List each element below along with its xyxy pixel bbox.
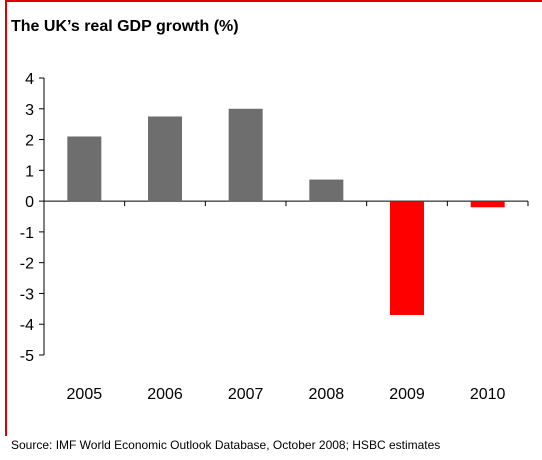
bar-2008 [309,179,344,202]
y-tick-label: 1 [25,163,34,180]
y-tick-label: -2 [20,256,34,273]
x-tick-label: 2005 [67,386,103,403]
bar-2010 [470,201,505,208]
y-tick-label: -5 [20,348,34,365]
bar-2009 [390,201,424,315]
bar-chart: 4 3 2 1 0 -1 -2 -3 -4 -5 2005 2006 2007 2008 2009 2010 [20,71,529,403]
y-tick-label: 2 [25,133,34,150]
y-tick-label: -4 [20,317,34,334]
x-tick-label: 2007 [228,386,264,403]
y-tick-label: 3 [25,102,34,119]
source-note: Source: IMF World Economic Outlook Datab… [11,438,441,452]
chart-title: The UK’s real GDP growth (%) [11,18,239,35]
x-tick-label: 2009 [389,386,425,403]
frame-left-border [5,0,7,436]
y-tick-label: -1 [20,225,34,242]
bar-2006 [148,116,182,202]
y-tick-label: -3 [20,286,34,303]
x-tick-label: 2008 [309,386,345,403]
x-tick-label: 2006 [147,386,183,403]
y-tick-label: 4 [25,71,34,88]
bar-2005 [67,136,102,202]
frame-top-border [5,0,542,2]
y-tick-label: 0 [25,194,34,211]
bar-2007 [228,108,263,202]
x-tick-label: 2010 [470,386,506,403]
